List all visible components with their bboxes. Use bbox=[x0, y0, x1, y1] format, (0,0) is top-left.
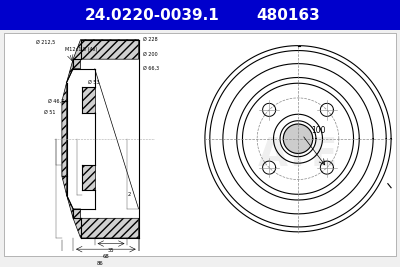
Text: 24.0220-0039.1: 24.0220-0039.1 bbox=[85, 8, 219, 23]
Text: 480163: 480163 bbox=[256, 8, 320, 23]
Bar bbox=[0, 0, 400, 30]
Bar bbox=[4, 33, 396, 256]
